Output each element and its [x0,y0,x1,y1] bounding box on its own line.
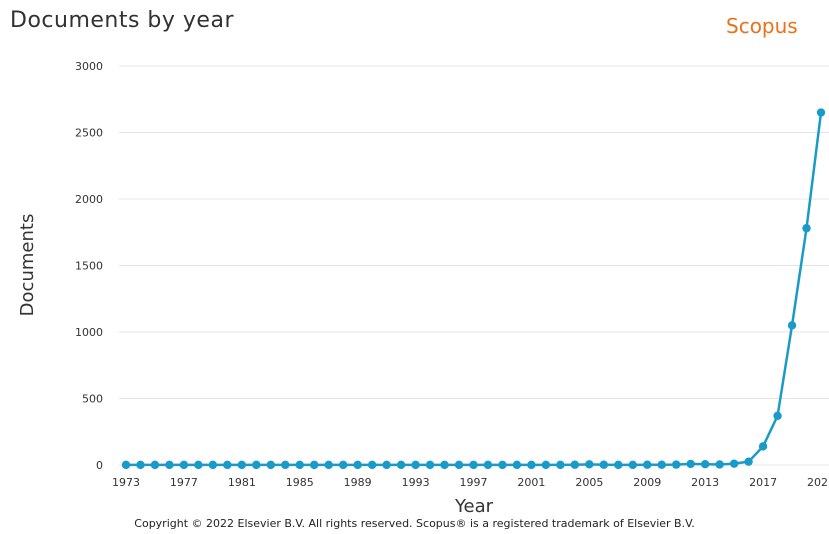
y-tick-label: 0 [96,459,103,472]
y-tick-label: 2500 [75,127,103,140]
data-point[interactable] [570,460,580,469]
x-tick-label: 1997 [460,476,488,489]
data-point[interactable] [614,460,623,470]
series-documents [121,108,826,470]
data-point[interactable] [715,460,724,469]
data-point[interactable] [150,460,160,470]
grid-lines [119,65,829,466]
data-point[interactable] [556,460,565,470]
y-axis-ticks: 0 500 1000 1500 2000 2500 3000 [75,60,103,472]
data-point[interactable] [136,460,145,470]
copyright-notice: Copyright © 2022 Elsevier B.V. All right… [134,517,695,530]
x-tick-label: 2009 [633,476,661,489]
data-point[interactable] [252,460,261,470]
y-tick-label: 500 [82,393,103,406]
data-point[interactable] [599,460,609,469]
y-tick-label: 2000 [75,193,103,206]
y-tick-label: 1500 [75,260,103,273]
data-point[interactable] [237,460,247,470]
data-point[interactable] [324,460,333,470]
data-point[interactable] [541,460,551,470]
data-point[interactable] [758,442,768,451]
data-point[interactable] [585,460,594,469]
x-tick-label: 2017 [749,476,777,489]
y-axis-title: Documents [17,214,38,317]
data-point[interactable] [396,460,406,470]
data-point[interactable] [382,460,391,470]
x-tick-label: 1989 [344,476,372,489]
data-point[interactable] [440,460,449,470]
data-point[interactable] [672,460,681,469]
data-point[interactable] [266,460,275,470]
x-tick-label: 2005 [575,476,603,489]
y-tick-label: 3000 [75,60,103,73]
data-point[interactable] [295,460,304,470]
data-point[interactable] [353,460,362,470]
data-point[interactable] [498,460,507,470]
x-axis-ticks: 1973 1977 1981 1985 1989 1993 1997 2001 2005 2009… [112,476,829,489]
x-tick-label: 1985 [286,476,314,489]
data-point[interactable] [165,460,174,470]
data-point[interactable] [367,460,377,470]
data-point[interactable] [816,108,826,117]
data-point[interactable] [179,460,189,470]
x-tick-label: 1977 [170,476,198,489]
series-line [126,112,823,467]
data-point[interactable] [512,460,522,470]
data-point[interactable] [469,460,478,470]
data-point[interactable] [281,460,290,470]
data-point[interactable] [787,321,797,330]
data-point[interactable] [729,459,739,468]
data-point[interactable] [483,460,493,470]
data-point[interactable] [686,459,695,469]
data-point[interactable] [121,460,131,470]
data-point[interactable] [223,460,232,470]
x-tick-label: 2013 [691,476,719,489]
x-tick-label: 2021 [807,476,829,489]
x-tick-label: 1981 [228,476,256,489]
scopus-logo[interactable]: Scopus [726,14,798,38]
x-axis-title: Year [454,496,494,517]
data-point[interactable] [411,460,420,470]
data-point[interactable] [628,460,637,470]
data-point[interactable] [744,457,753,466]
x-tick-label: 1973 [112,476,140,489]
data-point[interactable] [194,460,203,470]
data-point[interactable] [700,460,710,469]
data-point[interactable] [802,224,811,233]
y-tick-label: 1000 [75,326,103,339]
data-point[interactable] [454,460,464,470]
data-point[interactable] [657,460,666,469]
data-point[interactable] [527,460,536,470]
data-point[interactable] [773,411,782,420]
data-point[interactable] [310,460,319,470]
x-tick-label: 2001 [517,476,545,489]
x-tick-label: 1993 [402,476,430,489]
chart-title: Documents by year [10,8,234,33]
data-point[interactable] [643,460,652,469]
data-point[interactable] [425,460,435,470]
data-point[interactable] [208,460,218,470]
data-point[interactable] [338,460,348,470]
